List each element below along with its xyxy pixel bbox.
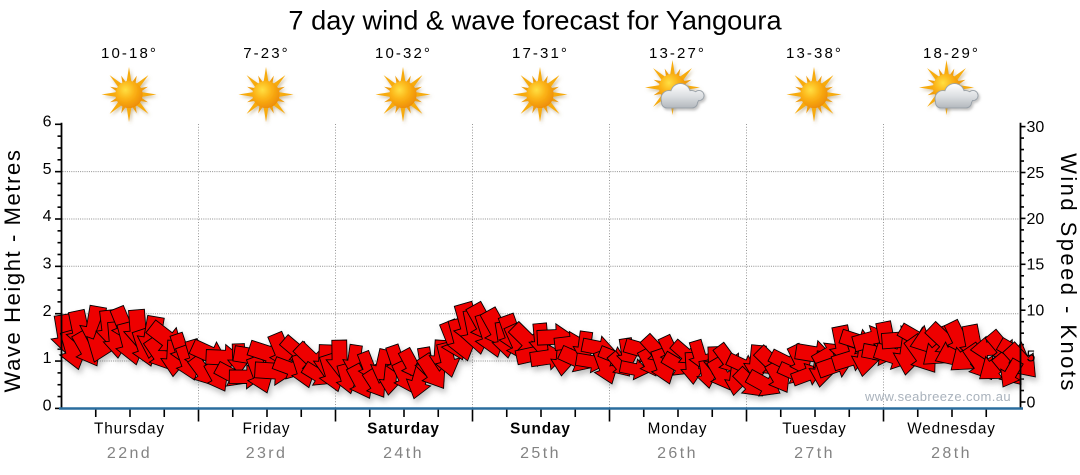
svg-text:30: 30 [1027,119,1045,136]
svg-text:22nd: 22nd [107,445,152,462]
svg-text:23rd: 23rd [246,445,288,462]
svg-text:Tuesday: Tuesday [782,421,846,438]
svg-text:10-18°: 10-18° [101,45,158,62]
svg-text:Sunday: Sunday [510,421,571,438]
svg-text:10: 10 [1027,303,1045,320]
svg-text:Wind Speed - Knots: Wind Speed - Knots [1056,153,1080,393]
svg-text:25th: 25th [520,445,561,462]
svg-text:0: 0 [43,398,52,415]
svg-text:18-29°: 18-29° [923,45,980,62]
svg-text:15: 15 [1027,257,1045,274]
svg-text:7 day wind & wave forecast for: 7 day wind & wave forecast for Yangoura [288,5,782,36]
svg-text:7-23°: 7-23° [243,45,290,62]
svg-text:www.seabreeze.com.au: www.seabreeze.com.au [864,389,1011,404]
svg-text:3: 3 [43,256,52,273]
svg-text:Thursday: Thursday [94,421,165,438]
svg-text:Friday: Friday [243,421,291,438]
svg-text:10-32°: 10-32° [375,45,432,62]
svg-text:0: 0 [1027,394,1036,411]
svg-text:2: 2 [43,303,52,320]
svg-text:20: 20 [1027,211,1045,228]
svg-text:13-38°: 13-38° [786,45,843,62]
svg-text:5: 5 [43,161,52,178]
svg-text:Wednesday: Wednesday [907,421,996,438]
svg-text:26th: 26th [657,445,698,462]
svg-text:Saturday: Saturday [367,421,440,438]
svg-text:13-27°: 13-27° [649,45,706,62]
svg-text:6: 6 [43,114,52,131]
svg-text:5: 5 [1027,349,1036,366]
svg-text:1: 1 [43,350,52,367]
svg-text:27th: 27th [794,445,835,462]
svg-text:4: 4 [43,208,52,225]
svg-text:24th: 24th [383,445,424,462]
svg-text:28th: 28th [931,445,972,462]
svg-text:17-31°: 17-31° [512,45,569,62]
svg-text:25: 25 [1027,165,1045,182]
svg-text:Wave Height - Metres: Wave Height - Metres [0,149,25,393]
svg-text:Monday: Monday [648,421,708,438]
